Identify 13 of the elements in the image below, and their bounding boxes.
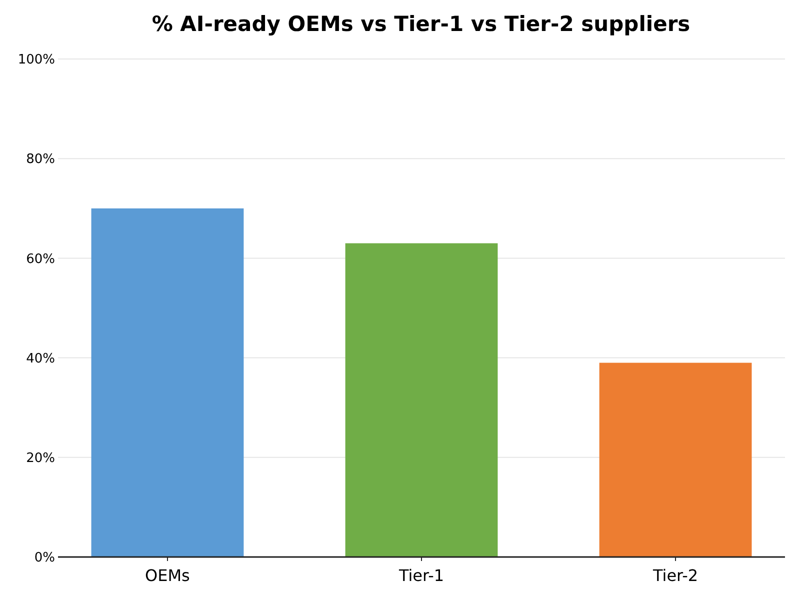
bar — [91, 208, 244, 557]
bar — [345, 243, 498, 557]
y-tick-label: 100% — [18, 52, 55, 68]
x-tick-label: Tier-1 — [398, 566, 444, 585]
chart-title: % AI-ready OEMs vs Tier-1 vs Tier-2 suppliers — [152, 12, 690, 36]
x-tick-label: Tier-2 — [652, 566, 698, 585]
bar — [599, 362, 752, 557]
y-tick-label: 40% — [26, 351, 55, 366]
y-tick-label: 20% — [26, 450, 55, 466]
x-tick-label: OEMs — [145, 566, 190, 585]
y-tick-label: 0% — [34, 550, 55, 566]
y-tick-label: 60% — [26, 252, 55, 267]
y-tick-label: 80% — [26, 152, 55, 168]
